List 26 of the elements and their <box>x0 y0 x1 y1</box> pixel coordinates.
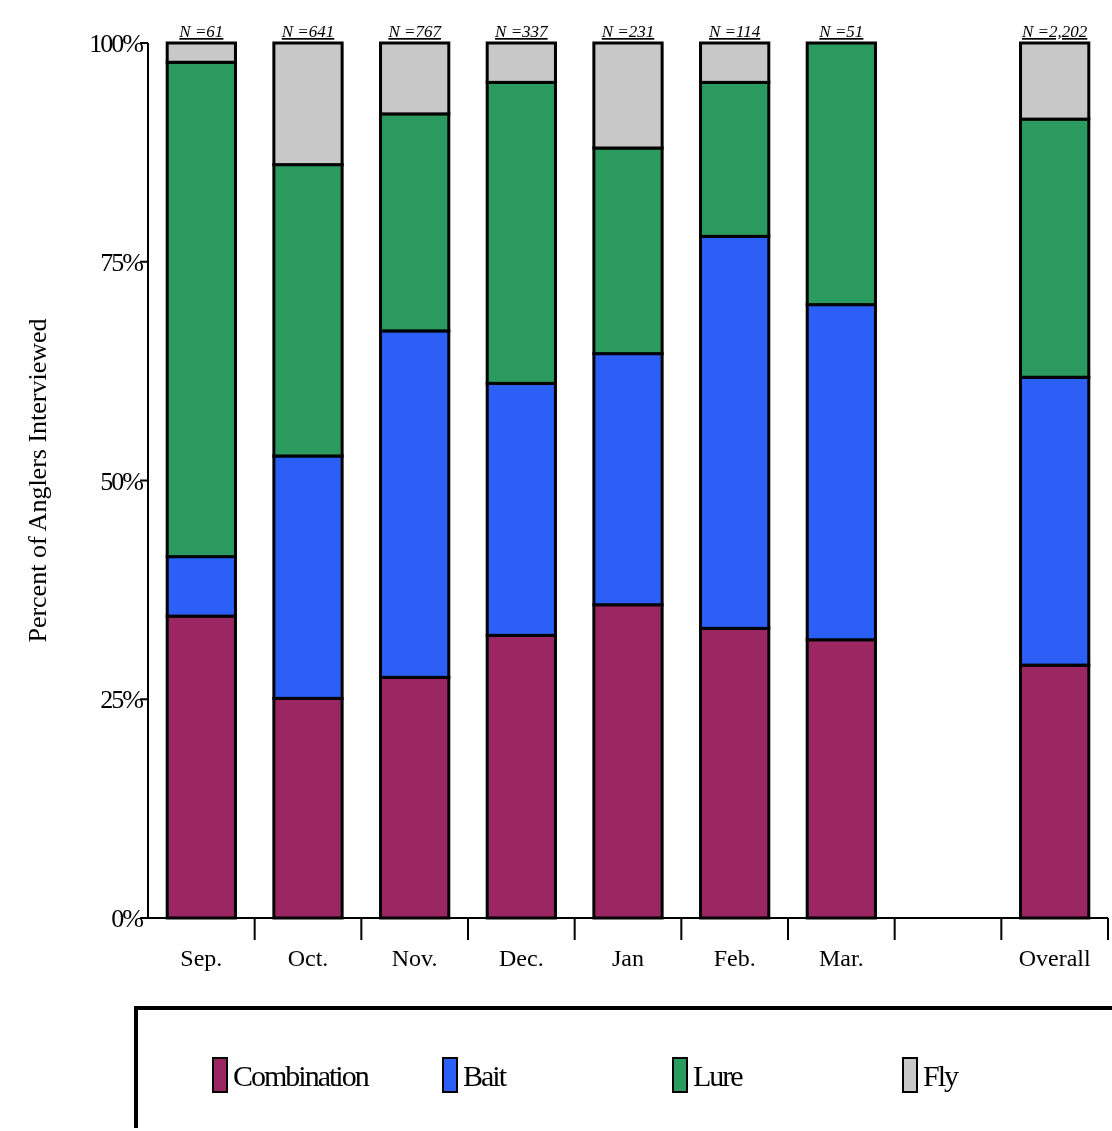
annotation: N =51 <box>818 22 864 41</box>
annotation: N =641 <box>280 22 335 41</box>
x-tick-label: Sep. <box>180 945 223 971</box>
legend-label: Fly <box>923 1058 960 1092</box>
y-tick-label: 100% <box>89 29 144 59</box>
annotation: N =114 <box>708 22 761 41</box>
x-tick-label: Jan <box>612 945 644 971</box>
x-tick-label: Dec. <box>499 945 544 971</box>
legend-label: Lure <box>693 1058 744 1092</box>
y-tick-label: 75% <box>100 247 144 277</box>
annotation: N =767 <box>387 22 443 41</box>
y-tick-label: 0% <box>111 904 144 934</box>
x-tick-label: Feb. <box>713 945 756 971</box>
annotation: N =231 <box>600 22 655 41</box>
legend-label: Bait <box>463 1058 508 1092</box>
annotation: N =337 <box>494 22 550 41</box>
annotation: N =61 <box>178 22 224 41</box>
x-tick-label: Mar. <box>819 945 864 971</box>
y-tick-label: 25% <box>100 685 144 715</box>
y-tick-label: 50% <box>100 466 144 496</box>
legend-label: Combination <box>233 1058 370 1092</box>
x-tick-label: Nov. <box>391 945 438 971</box>
x-tick-label: Oct. <box>287 945 329 971</box>
annotation: N =2,202 <box>1021 22 1088 41</box>
x-tick-label: Overall <box>1018 945 1091 971</box>
y-axis-title: Percent of Anglers Interviewed <box>23 318 52 643</box>
